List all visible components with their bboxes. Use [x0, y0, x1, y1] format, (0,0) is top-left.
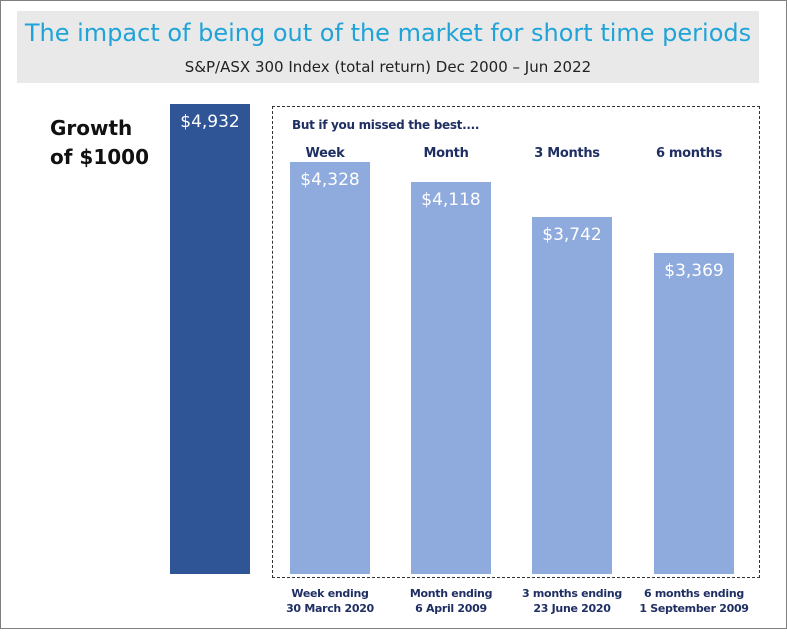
category-label-2: Month ending 6 April 2009: [391, 586, 511, 616]
bar-value-label-3: $3,742: [542, 225, 602, 246]
chart-header: The impact of being out of the market fo…: [17, 11, 759, 83]
bar-3: [532, 217, 612, 574]
y-axis-label-line-1: Growth: [50, 116, 133, 140]
missed-best-label: But if you missed the best....: [292, 118, 480, 132]
category-label-line-2: 6 April 2009: [415, 602, 487, 615]
bar-2: [411, 181, 491, 574]
bar-header-label-2: Month: [423, 146, 469, 161]
bar-0: [170, 104, 250, 574]
bar-header-label-3: 3 Months: [534, 146, 600, 161]
category-label-line-2: 23 June 2020: [533, 602, 611, 615]
category-label-line-1: Month ending: [409, 587, 493, 600]
bar-header-label-4: 6 months: [655, 146, 723, 161]
missed-best-group-box: [272, 106, 760, 578]
category-label-line-2: 30 March 2020: [286, 602, 374, 615]
category-label-line-1: 3 months ending: [522, 587, 622, 600]
chart-subtitle: S&P/ASX 300 Index (total return) Dec 200…: [184, 58, 592, 76]
bar-value-label-4: $3,369: [664, 260, 724, 281]
y-axis-label-line-2: of $1000: [50, 145, 149, 169]
category-label-4: 6 months ending 1 September 2009: [634, 586, 754, 616]
category-label-1: Week ending 30 March 2020: [270, 586, 390, 616]
category-label-line-1: 6 months ending: [644, 587, 744, 600]
category-label-line-1: Week ending: [291, 587, 369, 600]
bar-1: [290, 161, 370, 574]
bar-value-label-1: $4,328: [300, 169, 360, 190]
bar-value-label-0: $4,932: [180, 112, 240, 132]
chart-title: The impact of being out of the market fo…: [24, 19, 752, 47]
category-label-3: 3 months ending 23 June 2020: [512, 586, 632, 616]
bar-value-label-2: $4,118: [421, 189, 481, 210]
category-label-line-2: 1 September 2009: [639, 602, 749, 615]
bar-4: [654, 252, 734, 574]
bar-header-label-1: Week: [305, 146, 345, 161]
y-axis-label: Growth of $1000: [50, 114, 149, 172]
